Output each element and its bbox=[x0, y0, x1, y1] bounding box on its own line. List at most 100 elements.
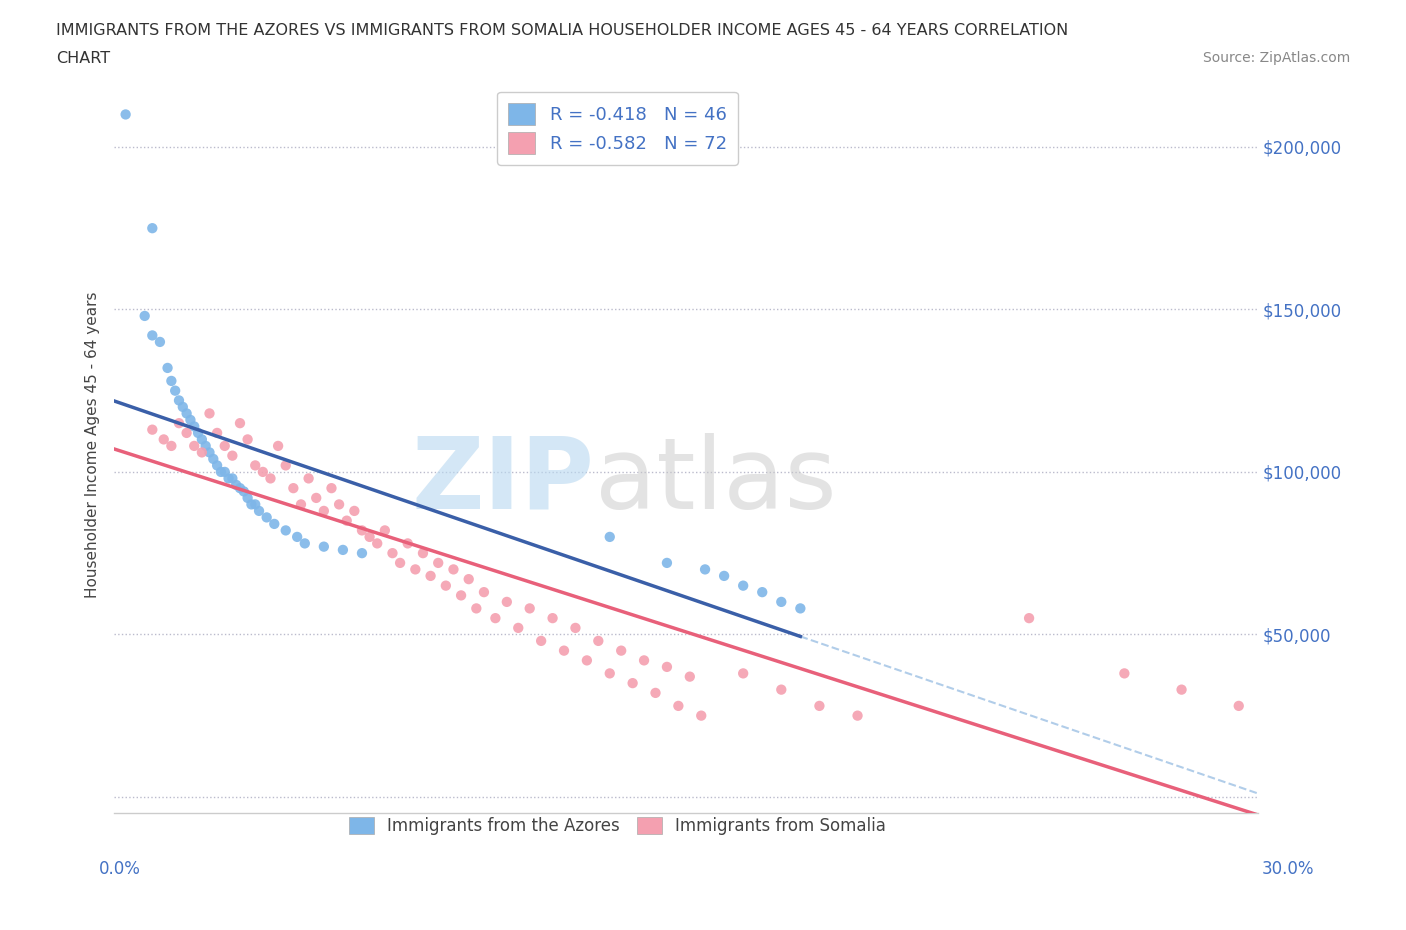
Point bbox=[240, 497, 263, 512]
Point bbox=[374, 523, 396, 538]
Point bbox=[172, 400, 194, 415]
Point bbox=[359, 529, 381, 544]
Point bbox=[412, 546, 434, 561]
Point bbox=[263, 516, 285, 531]
Point bbox=[236, 432, 259, 446]
Point bbox=[644, 685, 666, 700]
Point bbox=[599, 529, 621, 544]
Point bbox=[214, 438, 236, 453]
Point bbox=[679, 670, 702, 684]
Point bbox=[655, 659, 678, 674]
Point bbox=[443, 562, 465, 577]
Point bbox=[198, 445, 221, 459]
Point bbox=[156, 361, 179, 376]
Point bbox=[205, 426, 228, 441]
Point bbox=[167, 393, 190, 408]
Point bbox=[389, 555, 412, 570]
Point bbox=[519, 601, 541, 616]
Point bbox=[283, 481, 305, 496]
Point bbox=[472, 585, 495, 600]
Point bbox=[381, 546, 404, 561]
Point bbox=[183, 438, 205, 453]
Point bbox=[176, 406, 198, 421]
Point bbox=[508, 620, 530, 635]
Point bbox=[599, 666, 621, 681]
Point bbox=[1170, 683, 1192, 698]
Point bbox=[285, 529, 308, 544]
Text: atlas: atlas bbox=[595, 432, 837, 530]
Point bbox=[245, 497, 267, 512]
Point bbox=[149, 335, 172, 350]
Legend: Immigrants from the Azores, Immigrants from Somalia: Immigrants from the Azores, Immigrants f… bbox=[342, 810, 893, 842]
Point bbox=[541, 611, 564, 626]
Point bbox=[160, 374, 183, 389]
Point bbox=[274, 523, 297, 538]
Point bbox=[1018, 611, 1040, 626]
Point bbox=[633, 653, 655, 668]
Point bbox=[256, 510, 278, 525]
Point bbox=[553, 644, 575, 658]
Point bbox=[465, 601, 488, 616]
Point bbox=[294, 536, 316, 551]
Point bbox=[457, 572, 479, 587]
Text: ZIP: ZIP bbox=[412, 432, 595, 530]
Point bbox=[564, 620, 586, 635]
Point bbox=[218, 471, 240, 485]
Point bbox=[366, 536, 388, 551]
Point bbox=[484, 611, 506, 626]
Text: Source: ZipAtlas.com: Source: ZipAtlas.com bbox=[1202, 51, 1350, 65]
Point bbox=[419, 568, 441, 583]
Point bbox=[176, 426, 198, 441]
Point bbox=[205, 458, 228, 472]
Point bbox=[690, 709, 713, 724]
Point bbox=[450, 588, 472, 603]
Point bbox=[247, 503, 270, 518]
Point bbox=[332, 542, 354, 557]
Point bbox=[141, 220, 163, 235]
Point bbox=[312, 539, 335, 554]
Point bbox=[336, 513, 359, 528]
Point bbox=[713, 568, 735, 583]
Point bbox=[1114, 666, 1136, 681]
Point bbox=[141, 328, 163, 343]
Point bbox=[328, 497, 350, 512]
Point bbox=[434, 578, 457, 593]
Point bbox=[290, 497, 312, 512]
Point bbox=[588, 633, 610, 648]
Point bbox=[610, 644, 633, 658]
Point bbox=[427, 555, 450, 570]
Point bbox=[321, 481, 343, 496]
Point bbox=[232, 484, 254, 498]
Text: 30.0%: 30.0% bbox=[1263, 860, 1315, 878]
Point bbox=[160, 438, 183, 453]
Point bbox=[297, 471, 319, 485]
Point bbox=[229, 416, 252, 431]
Point bbox=[1227, 698, 1250, 713]
Point bbox=[191, 445, 214, 459]
Point bbox=[621, 676, 644, 691]
Point bbox=[259, 471, 281, 485]
Point bbox=[808, 698, 831, 713]
Point bbox=[225, 477, 247, 492]
Y-axis label: Householder Income Ages 45 - 64 years: Householder Income Ages 45 - 64 years bbox=[86, 291, 100, 598]
Point bbox=[236, 490, 259, 505]
Point bbox=[693, 562, 716, 577]
Point bbox=[187, 426, 209, 441]
Point bbox=[114, 107, 136, 122]
Point bbox=[305, 490, 328, 505]
Point bbox=[221, 471, 243, 485]
Point bbox=[191, 432, 214, 446]
Point bbox=[733, 666, 755, 681]
Point bbox=[396, 536, 419, 551]
Point bbox=[165, 383, 187, 398]
Point bbox=[183, 419, 205, 434]
Point bbox=[274, 458, 297, 472]
Point bbox=[194, 438, 217, 453]
Point bbox=[209, 464, 232, 479]
Text: CHART: CHART bbox=[56, 51, 110, 66]
Point bbox=[350, 523, 373, 538]
Point bbox=[141, 422, 163, 437]
Point bbox=[198, 406, 221, 421]
Point bbox=[252, 464, 274, 479]
Point bbox=[134, 309, 156, 324]
